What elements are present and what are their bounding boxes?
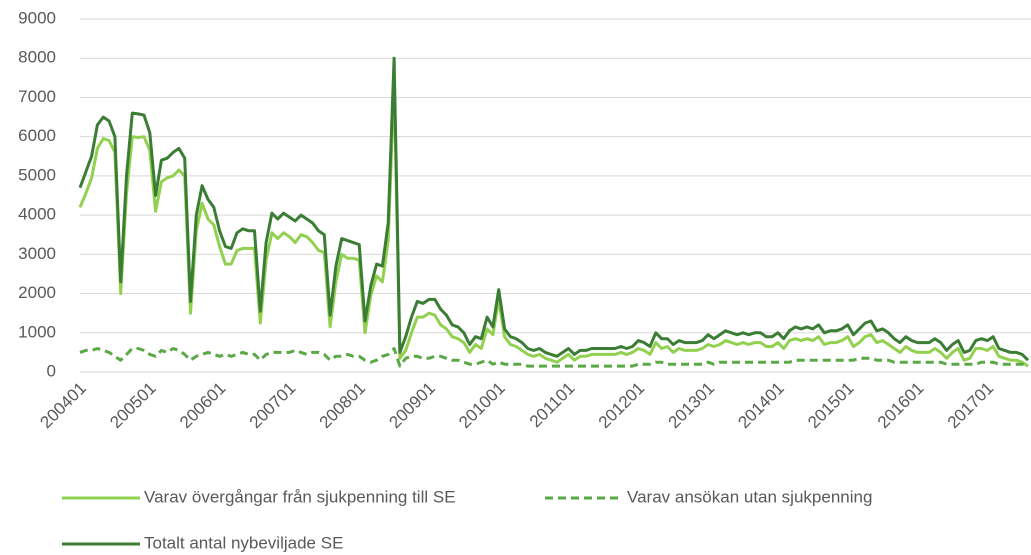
x-tick-label: 200801: [316, 379, 370, 433]
x-tick-label: 201401: [734, 379, 788, 433]
y-tick-label: 5000: [18, 165, 56, 184]
x-tick-label: 201501: [804, 379, 858, 433]
y-tick-label: 9000: [18, 8, 56, 27]
x-tick-label: 201301: [665, 379, 719, 433]
y-tick-label: 6000: [18, 126, 56, 145]
legend-label: Varav ansökan utan sjukpenning: [627, 487, 872, 506]
x-tick-label: 200901: [385, 379, 439, 433]
x-tick-label: 201101: [526, 379, 579, 432]
x-tick-label: 201201: [595, 379, 649, 433]
series-line: [78, 80, 1029, 368]
legend-label: Varav övergångar från sjukpenning till S…: [144, 487, 456, 506]
y-tick-label: 4000: [18, 205, 56, 224]
y-tick-label: 7000: [18, 87, 56, 106]
x-tick-label: 200601: [176, 379, 230, 433]
y-tick-label: 2000: [18, 283, 56, 302]
y-tick-label: 1000: [18, 322, 56, 341]
series-line: [79, 347, 1029, 368]
series-line: [78, 56, 1030, 362]
x-tick-label: 200501: [106, 379, 160, 433]
y-tick-label: 3000: [18, 244, 56, 263]
x-tick-label: 201001: [455, 379, 509, 433]
x-tick-label: 201701: [944, 379, 998, 433]
x-tick-label: 200401: [36, 379, 90, 433]
y-tick-label: 0: [47, 361, 56, 380]
x-tick-label: 201601: [874, 379, 928, 433]
x-tick-label: 200701: [246, 379, 300, 433]
legend-label: Totalt antal nybeviljade SE: [144, 533, 343, 552]
y-tick-label: 8000: [18, 48, 56, 67]
